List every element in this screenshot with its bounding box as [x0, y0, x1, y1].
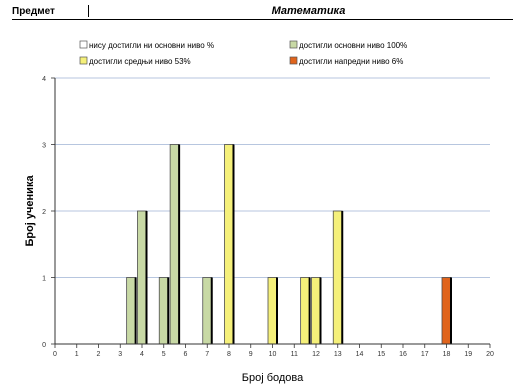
- histogram-chart: нису достигли ни основни ниво % достигли …: [24, 40, 494, 384]
- x-tick-label: 15: [377, 351, 385, 358]
- y-tick-label: 0: [42, 342, 46, 349]
- x-tick-label: 2: [97, 351, 101, 358]
- bar-medium: [267, 277, 278, 345]
- x-tick-label: 11: [291, 351, 298, 358]
- bar-basic: [158, 277, 169, 345]
- x-tick-label: 19: [464, 351, 472, 358]
- x-axis-ticks: 0 1 2 3 4 5 6 7 8 9 10 11 12 13 14 15 16 17 18 19 20: [53, 344, 494, 358]
- bar-basic: [126, 277, 137, 345]
- bar-medium: [311, 277, 321, 345]
- x-tick-label: 0: [53, 351, 57, 358]
- x-tick-label: 3: [118, 351, 122, 358]
- legend-swatch-advanced: [289, 56, 298, 65]
- bar-medium: [224, 144, 234, 345]
- legend: нису достигли ни основни ниво % достигли …: [79, 40, 407, 66]
- x-tick-label: 6: [184, 351, 188, 358]
- bar-medium: [332, 210, 343, 345]
- x-tick-label: 13: [334, 351, 342, 358]
- bar-basic: [202, 277, 213, 345]
- legend-label-advanced: достигли напредни ниво 6%: [299, 57, 403, 66]
- y-tick-label: 3: [42, 143, 46, 150]
- x-tick-label: 14: [356, 351, 364, 358]
- legend-label-basic: достигли основни ниво 100%: [299, 41, 407, 50]
- x-tick-label: 1: [75, 351, 79, 358]
- bars: [126, 144, 452, 345]
- x-tick-label: 4: [140, 351, 144, 358]
- x-tick-label: 16: [399, 351, 407, 358]
- header-separator: [88, 5, 89, 17]
- x-tick-label: 10: [269, 351, 277, 358]
- header-underline: [12, 19, 513, 20]
- x-tick-label: 17: [421, 351, 429, 358]
- legend-label-medium: достигли средњи ниво 53%: [89, 57, 191, 66]
- bar-advanced: [441, 277, 452, 345]
- gridlines: [55, 77, 490, 278]
- legend-label-none: нису достигли ни основни ниво %: [89, 41, 214, 50]
- x-axis-title: Број бодова: [242, 372, 304, 384]
- y-tick-label: 4: [42, 76, 46, 83]
- x-tick-label: 20: [486, 351, 494, 358]
- header: Предмет Математика: [0, 0, 521, 22]
- legend-swatch-none: [79, 40, 88, 49]
- x-tick-label: 7: [205, 351, 209, 358]
- y-axis-title: Број ученика: [24, 175, 36, 247]
- subject-name: Математика: [271, 5, 346, 17]
- bar-basic: [137, 210, 147, 345]
- legend-swatch-basic: [289, 40, 298, 49]
- legend-swatch-medium: [79, 56, 88, 65]
- y-tick-label: 2: [42, 209, 46, 216]
- x-tick-label: 18: [443, 351, 451, 358]
- bar-medium: [300, 277, 311, 345]
- x-tick-label: 8: [227, 351, 231, 358]
- bar-basic: [169, 144, 180, 345]
- y-axis-ticks: 0 1 2 3 4: [42, 76, 55, 349]
- subject-label: Предмет: [12, 6, 55, 17]
- x-tick-label: 5: [162, 351, 166, 358]
- y-tick-label: 1: [42, 276, 46, 283]
- x-tick-label: 12: [312, 351, 320, 358]
- x-tick-label: 9: [249, 351, 253, 358]
